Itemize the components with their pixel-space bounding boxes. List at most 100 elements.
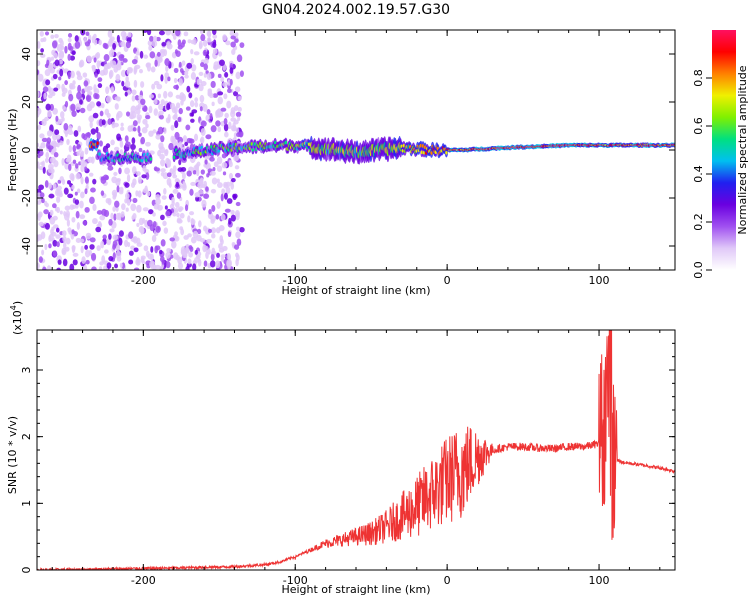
- spectrogram-cell: [48, 193, 55, 199]
- spectrogram-cell: [216, 165, 223, 172]
- spectrogram-cell: [76, 71, 82, 78]
- spectrogram-cell: [158, 103, 164, 111]
- spectrogram-cell: [139, 50, 144, 59]
- snr-plot-area: [37, 330, 675, 570]
- spectrogram-cell: [202, 39, 208, 47]
- spectrogram-cell: [56, 241, 60, 248]
- spectrogram-cell: [222, 34, 227, 41]
- spectrogram-cell: [232, 90, 239, 97]
- y-tick-label: 1: [20, 500, 33, 507]
- spectrogram-cell: [90, 128, 97, 135]
- spectrogram-cell: [197, 220, 202, 228]
- spectrogram-cell: [125, 111, 131, 117]
- spectrogram-cell: [62, 235, 67, 243]
- spectrogram-cell: [89, 237, 96, 243]
- spectrogram-cell: [42, 166, 46, 174]
- snr-series-line: [37, 330, 675, 570]
- spectrogram-cell: [135, 190, 139, 197]
- spectrogram-cell: [188, 251, 194, 258]
- spectrogram-cell: [39, 192, 45, 198]
- spectrogram-cell: [65, 237, 71, 245]
- spectrogram-x-ticks: -200 -100 0 100: [51, 30, 661, 287]
- spectrogram-cell: [56, 196, 61, 203]
- spectrogram-cell: [118, 167, 122, 175]
- spectrogram-cell: [212, 41, 217, 49]
- spectrogram-cell: [210, 253, 215, 261]
- spectrogram-cell: [160, 159, 166, 167]
- spectrogram-cell: [181, 172, 186, 180]
- spectrogram-cell: [131, 166, 137, 175]
- spectrogram-cell: [165, 251, 171, 259]
- spectrogram-cell: [62, 258, 68, 267]
- spectrogram-cell: [150, 264, 157, 270]
- spectrogram-cell: [206, 109, 211, 115]
- spectrogram-cell: [150, 246, 154, 253]
- spectrogram-cell: [187, 39, 192, 44]
- spectrogram-cell: [50, 34, 55, 39]
- spectrogram-cell: [163, 187, 167, 195]
- spectrogram-cell: [158, 30, 165, 36]
- spectrogram-cell: [77, 84, 82, 93]
- spectrogram-cell: [67, 193, 74, 199]
- spectrogram-cell: [202, 103, 208, 112]
- spectrogram-cell: [57, 179, 62, 184]
- spectrogram-cell: [42, 86, 49, 93]
- spectrogram-cell: [147, 40, 153, 46]
- spectrogram-cell: [136, 222, 140, 228]
- spectrogram-cell: [160, 168, 166, 173]
- spectrogram-cell: [64, 45, 68, 54]
- spectrogram-cell: [110, 212, 114, 220]
- spectrogram-cell: [220, 213, 226, 221]
- spectrogram-cell: [136, 204, 142, 213]
- spectrogram-cell: [96, 101, 102, 107]
- spectrogram-cell: [54, 33, 59, 39]
- spectrogram-cell: [118, 54, 124, 61]
- spectrogram-cell: [96, 210, 103, 215]
- spectrogram-cell: [236, 54, 243, 63]
- spectrogram-cell: [223, 192, 228, 200]
- spectrogram-cell: [188, 245, 193, 250]
- spectrogram-cell: [190, 72, 197, 80]
- spectrogram-cell: [126, 174, 131, 183]
- spectrogram-cell: [200, 136, 205, 144]
- spectrogram-cell: [230, 107, 236, 115]
- spectrogram-cell: [160, 74, 164, 82]
- spectrogram-cell: [233, 132, 237, 139]
- spectrogram-cell: [109, 228, 115, 233]
- spectrogram-cell: [64, 205, 71, 211]
- spectrogram-cell: [224, 112, 229, 119]
- snr-y-ticks: 0 1 2 3: [20, 329, 675, 574]
- spectrogram-cell: [131, 137, 136, 145]
- spectrogram-cell: [137, 125, 141, 134]
- x-tick-label: 100: [589, 574, 610, 587]
- spectrogram-cell: [96, 141, 99, 145]
- spectrogram-cell: [114, 146, 120, 151]
- spectrogram-cell: [107, 30, 113, 38]
- spectrogram-cell: [166, 172, 172, 178]
- spectrogram-cell: [154, 245, 158, 254]
- spectrogram-cell: [223, 117, 228, 125]
- spectrogram-cell: [228, 217, 232, 225]
- spectrogram-cell: [216, 64, 221, 69]
- spectrogram-cell: [38, 221, 44, 227]
- spectrogram-cell: [237, 95, 242, 101]
- spectrogram-cell: [41, 249, 45, 256]
- spectrogram-cell: [44, 157, 49, 163]
- spectrogram-cell: [174, 131, 180, 140]
- spectrogram-cell: [212, 34, 218, 39]
- spectrogram-cell: [78, 61, 84, 68]
- spectrogram-cell: [53, 52, 58, 59]
- spectrogram-cell: [67, 42, 72, 51]
- spectrogram-cell: [236, 132, 241, 138]
- spectrogram-cell: [222, 171, 227, 176]
- spectrogram-cell: [96, 132, 101, 140]
- spectrogram-cell: [83, 264, 88, 270]
- spectrogram-cell: [40, 48, 44, 53]
- spectrogram-cell: [40, 231, 46, 240]
- spectrogram-cell: [45, 202, 49, 208]
- spectrogram-cell: [88, 249, 93, 256]
- spectrogram-cell: [119, 186, 124, 193]
- spectrogram-cell: [93, 84, 97, 92]
- spectrogram-cell: [153, 108, 159, 116]
- spectrogram-cell: [124, 80, 131, 88]
